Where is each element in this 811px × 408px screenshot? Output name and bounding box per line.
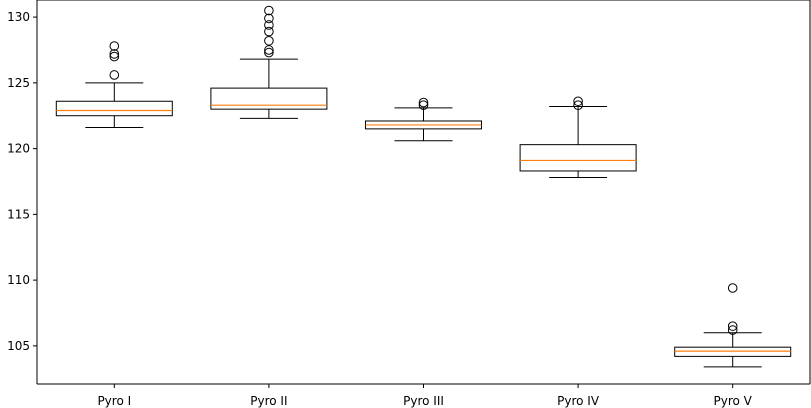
outlier-point	[727, 325, 738, 335]
outlier-point	[264, 13, 274, 24]
outlier-point	[727, 283, 738, 293]
y-tick-label: 120	[7, 142, 30, 156]
outlier-point	[573, 96, 583, 107]
box-group	[365, 97, 482, 142]
outlier-point	[418, 100, 429, 111]
box-group	[519, 96, 637, 179]
x-tick-label: Pyro IV	[557, 394, 600, 408]
axes: 105 110 115 120 125 130 Pyro I Pyro II Pyro III P…	[7, 0, 811, 408]
outlier-point	[264, 47, 274, 58]
iqr-box	[519, 144, 637, 172]
x-tick-label: Pyro II	[250, 394, 287, 408]
y-tick-label: 105	[7, 339, 30, 353]
y-tick-label: 130	[7, 10, 30, 24]
y-tick-label: 125	[7, 76, 30, 90]
box-group	[55, 41, 173, 129]
outlier-point	[264, 35, 274, 46]
x-tick-label: Pyro V	[714, 394, 753, 408]
outlier-point	[109, 70, 120, 80]
box-group	[674, 283, 792, 368]
y-tick-label: 110	[7, 273, 30, 287]
outlier-point	[264, 5, 274, 16]
outlier-point	[264, 20, 274, 30]
outlier-point	[264, 26, 274, 37]
outlier-point	[109, 51, 120, 62]
outlier-point	[109, 41, 120, 51]
plot-area	[55, 5, 792, 368]
x-tick-label: Pyro I	[97, 394, 131, 408]
box-group	[210, 5, 328, 119]
outlier-point	[418, 97, 429, 108]
outlier-point	[109, 49, 120, 59]
outlier-point	[264, 45, 274, 55]
iqr-box	[674, 346, 792, 357]
x-tick-label: Pyro III	[403, 394, 444, 408]
y-tick-label: 115	[7, 207, 30, 221]
outlier-point	[727, 321, 738, 331]
outlier-point	[573, 100, 583, 111]
iqr-box	[55, 100, 173, 117]
iqr-box	[210, 87, 328, 110]
